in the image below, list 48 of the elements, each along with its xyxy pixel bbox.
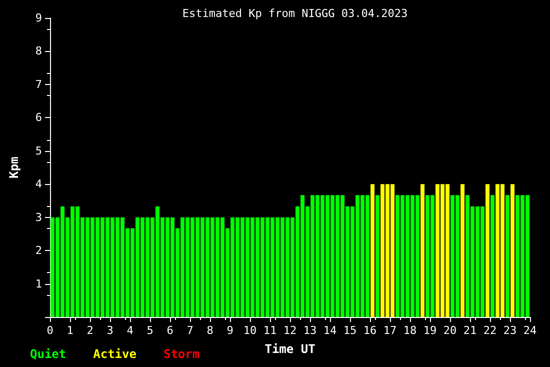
x-tick-label: 16	[363, 324, 377, 337]
chart-title: Estimated Kp from NIGGG 03.04.2023	[182, 7, 408, 20]
x-axis-title: Time UT	[264, 342, 316, 356]
x-tick-label: 11	[263, 324, 277, 337]
y-tick-label: 2	[35, 244, 42, 258]
y-tick-label: 8	[35, 44, 42, 58]
x-tick-label: 19	[423, 324, 437, 337]
x-tick-label: 18	[403, 324, 417, 337]
x-tick-label: 5	[146, 324, 154, 337]
x-tick-label: 3	[106, 324, 114, 337]
bar	[490, 195, 494, 317]
bar	[460, 184, 464, 317]
x-tick-label: 14	[323, 324, 337, 337]
y-tick-label: 3	[35, 210, 42, 224]
text: Active	[93, 347, 136, 361]
x-tick-label: 23	[503, 324, 517, 337]
x-tick-label: 4	[126, 324, 134, 337]
x-tick-label: 1	[66, 324, 74, 337]
x-tick-label: 2	[86, 324, 94, 337]
y-tick-label: 7	[35, 78, 42, 91]
bar	[376, 195, 380, 317]
y-tick-label: 5	[35, 144, 42, 158]
bar	[420, 184, 424, 317]
x-tick-label: 17	[383, 324, 397, 337]
x-tick-label: 13	[303, 324, 317, 337]
y-axis-title: Kpm	[7, 156, 21, 178]
x-tick-label: 0	[46, 324, 54, 337]
bar	[506, 195, 510, 317]
y-tick-label: 1	[35, 277, 42, 290]
x-tick-label: 10	[243, 324, 257, 337]
x-tick-label: 9	[226, 324, 234, 337]
bar	[486, 184, 490, 317]
x-tick-label: 22	[483, 324, 497, 337]
x-tick-label: 15	[343, 324, 357, 337]
x-tick-label: 24	[523, 324, 537, 337]
x-tick-label: 12	[283, 324, 297, 337]
x-tick-label: 8	[206, 324, 214, 337]
text: Quiet	[30, 347, 66, 361]
y-tick-label: 6	[35, 111, 42, 124]
x-tick-label: 7	[186, 324, 194, 337]
legend-label: Storm	[163, 347, 200, 361]
x-tick-label: 20	[443, 324, 457, 337]
bar	[370, 184, 374, 317]
x-tick-label: 21	[463, 324, 477, 337]
bar	[510, 184, 514, 317]
x-tick-label: 6	[166, 324, 174, 337]
y-tick-label: 4	[35, 178, 42, 191]
y-tick-label: 9	[35, 12, 42, 24]
